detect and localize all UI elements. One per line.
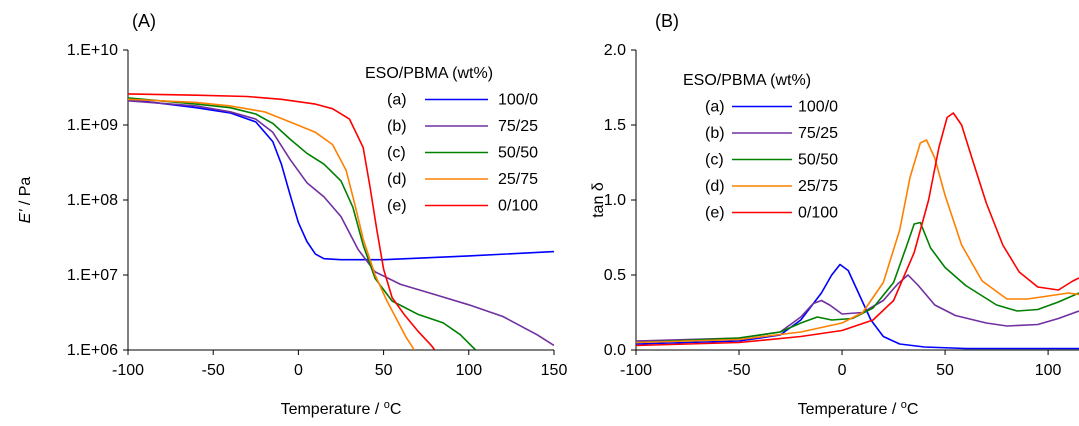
y-tick-label: 0.0 bbox=[604, 342, 626, 359]
series-line-0 bbox=[636, 263, 1079, 350]
x-axis-title-text: Temperature bbox=[798, 401, 888, 418]
y-axis-unit: / Pa bbox=[17, 177, 34, 210]
series-group bbox=[636, 112, 1079, 350]
x-tick-label: 50 bbox=[375, 362, 393, 379]
legend-label: 0/100 bbox=[498, 198, 538, 215]
x-tick-label: 50 bbox=[936, 362, 954, 379]
x-tick-label: 100 bbox=[455, 362, 482, 379]
y-tick-label: 1.E+08 bbox=[67, 192, 118, 209]
x-axis-unit-degree: o bbox=[384, 399, 390, 411]
x-tick-label: -100 bbox=[112, 362, 144, 379]
series-line-4 bbox=[128, 93, 436, 350]
y-tick-label: 0.5 bbox=[604, 267, 626, 284]
x-axis-title-text: Temperature bbox=[281, 401, 371, 418]
x-axis-title-sep: / bbox=[887, 401, 900, 418]
legend-label: 75/25 bbox=[498, 118, 538, 135]
legend-label: 25/75 bbox=[798, 178, 838, 195]
y-tick-label: 1.5 bbox=[604, 117, 626, 134]
x-tick-label: 100 bbox=[1035, 362, 1062, 379]
series-line-1 bbox=[128, 100, 554, 347]
series-line-2 bbox=[636, 221, 1079, 344]
legend-title: ESO/PBMA (wt%) bbox=[365, 65, 493, 82]
series-line-4 bbox=[636, 112, 1079, 347]
legend-title: ESO/PBMA (wt%) bbox=[683, 72, 811, 89]
y-tick-label: 2.0 bbox=[604, 42, 626, 59]
series-line-0 bbox=[128, 98, 554, 261]
x-tick-label: -50 bbox=[727, 362, 750, 379]
legend-label: 50/50 bbox=[798, 152, 838, 169]
legend-id: (a) bbox=[387, 92, 407, 109]
legend-id: (d) bbox=[705, 178, 725, 195]
y-axis-title-text: E' bbox=[17, 209, 34, 224]
legend-label: 75/25 bbox=[798, 125, 838, 142]
y-tick-label: 1.E+07 bbox=[67, 267, 118, 284]
legend-label: 100/0 bbox=[798, 99, 838, 116]
series-line-3 bbox=[128, 98, 415, 350]
legend-label: 25/75 bbox=[498, 171, 538, 188]
x-tick-label: 0 bbox=[838, 362, 847, 379]
series-line-2 bbox=[128, 97, 477, 350]
legend-id: (c) bbox=[705, 152, 724, 169]
x-axis-unit-degree: o bbox=[901, 399, 907, 411]
legend-id: (b) bbox=[705, 125, 725, 142]
y-tick-label: 1.E+09 bbox=[67, 117, 118, 134]
panel-label: (A) bbox=[132, 11, 156, 31]
y-axis-title-text: tan δ bbox=[590, 182, 607, 218]
legend: ESO/PBMA (wt%) (a) 100/0 (b) 75/25 (c) 50/50 (d… bbox=[683, 72, 838, 222]
x-tick-label: -100 bbox=[620, 362, 652, 379]
legend-id: (c) bbox=[387, 145, 406, 162]
legend-id: (e) bbox=[705, 205, 725, 222]
legend-id: (b) bbox=[387, 118, 407, 135]
panel-label: (B) bbox=[655, 11, 679, 31]
x-axis-unit: C bbox=[907, 401, 919, 418]
y-tick-label: 1.0 bbox=[604, 192, 626, 209]
legend-label: 100/0 bbox=[498, 92, 538, 109]
panel-a: (A) 1.E+06 1.E+07 1.E+08 1.E+09 1.E+10 -100 -50… bbox=[17, 11, 567, 418]
x-axis-title: Temperature / oC bbox=[281, 399, 402, 418]
series-line-1 bbox=[636, 274, 1079, 342]
y-axis-title: E' / Pa bbox=[17, 177, 34, 224]
legend: ESO/PBMA (wt%) (a) 100/0 (b) 75/25 (c) 50/50 (d… bbox=[365, 65, 538, 215]
y-axis-title: tan δ bbox=[590, 182, 607, 218]
x-axis-title-sep: / bbox=[370, 401, 383, 418]
y-tick-label: 1.E+10 bbox=[67, 42, 118, 59]
x-axis-title: Temperature / oC bbox=[798, 399, 919, 418]
legend-id: (a) bbox=[705, 99, 725, 116]
series-group bbox=[128, 93, 554, 350]
series-line-3 bbox=[636, 139, 1079, 344]
x-tick-label: -50 bbox=[202, 362, 225, 379]
x-axis-unit: C bbox=[390, 401, 402, 418]
legend-id: (e) bbox=[387, 198, 407, 215]
legend-label: 50/50 bbox=[498, 145, 538, 162]
legend-id: (d) bbox=[387, 171, 407, 188]
legend-label: 0/100 bbox=[798, 205, 838, 222]
panel-b: (B) 0.0 0.5 1.0 1.5 2.0 -100 -50 0 50 100 Temperatu… bbox=[590, 11, 1079, 418]
y-tick-label: 1.E+06 bbox=[67, 342, 118, 359]
x-tick-label: 150 bbox=[541, 362, 568, 379]
x-tick-label: 0 bbox=[294, 362, 303, 379]
